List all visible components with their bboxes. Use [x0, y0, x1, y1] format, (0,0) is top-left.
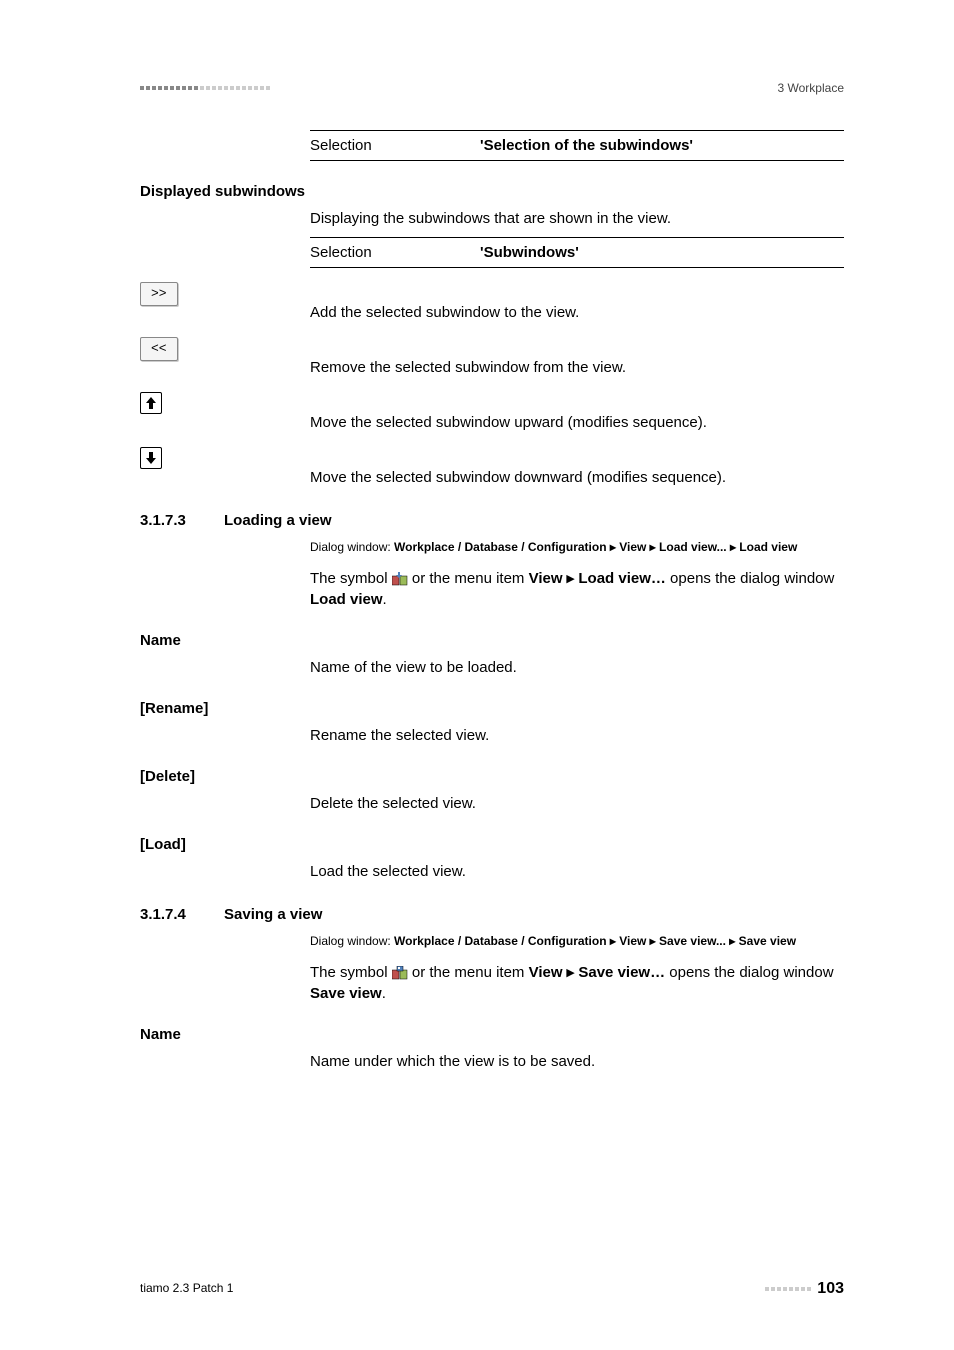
selection-row-1: Selection 'Selection of the subwindows': [310, 130, 844, 161]
field-name-label-save: Name: [140, 1024, 844, 1045]
save-view-icon: [392, 966, 408, 980]
load-view-icon: [392, 572, 408, 586]
field-delete-label: [Delete]: [140, 766, 844, 787]
field-name-label: Name: [140, 630, 844, 651]
heading-displayed-subwindows: Displayed subwindows: [140, 181, 844, 202]
footer-dashes: [765, 1287, 811, 1291]
page-number: 103: [817, 1278, 844, 1300]
move-up-button[interactable]: [140, 392, 162, 414]
product-name: tiamo 2.3 Patch 1: [140, 1280, 233, 1297]
desc-displayed: Displaying the subwindows that are shown…: [310, 208, 844, 229]
field-rename-label: [Rename]: [140, 698, 844, 719]
section-title-loading: Loading a view: [224, 510, 332, 531]
field-rename-desc: Rename the selected view.: [310, 725, 844, 746]
page-footer: tiamo 2.3 Patch 1 103: [140, 1278, 844, 1300]
chapter-label: 3 Workplace: [778, 80, 844, 97]
page-header: 3 Workplace: [140, 80, 844, 97]
dialog-path-load: Dialog window: Workplace / Database / Co…: [310, 539, 844, 556]
load-view-body: The symbol or the menu item View ▸ Load …: [310, 568, 844, 610]
selection-row-2: Selection 'Subwindows': [310, 237, 844, 268]
dialog-path-save: Dialog window: Workplace / Database / Co…: [310, 933, 844, 950]
selection-value: 'Selection of the subwindows': [480, 135, 693, 156]
selection-value-2: 'Subwindows': [480, 242, 579, 263]
add-desc: Add the selected subwindow to the view.: [310, 302, 844, 323]
arrow-down-icon: [145, 451, 157, 465]
section-title-saving: Saving a view: [224, 904, 322, 925]
move-down-button[interactable]: [140, 447, 162, 469]
selection-label: Selection: [310, 135, 480, 156]
remove-desc: Remove the selected subwindow from the v…: [310, 357, 844, 378]
arrow-up-icon: [145, 396, 157, 410]
add-button[interactable]: >>: [140, 282, 178, 306]
section-number-4: 3.1.7.4: [140, 904, 200, 925]
header-dashes: [140, 86, 270, 90]
field-name-desc: Name of the view to be loaded.: [310, 657, 844, 678]
move-up-desc: Move the selected subwindow upward (modi…: [310, 412, 844, 433]
selection-label-2: Selection: [310, 242, 480, 263]
field-load-label: [Load]: [140, 834, 844, 855]
field-delete-desc: Delete the selected view.: [310, 793, 844, 814]
section-number-3: 3.1.7.3: [140, 510, 200, 531]
field-load-desc: Load the selected view.: [310, 861, 844, 882]
remove-button[interactable]: <<: [140, 337, 178, 361]
save-view-body: The symbol or the menu item View ▸ Save …: [310, 962, 844, 1004]
move-down-desc: Move the selected subwindow downward (mo…: [310, 467, 844, 488]
field-name-desc-save: Name under which the view is to be saved…: [310, 1051, 844, 1072]
